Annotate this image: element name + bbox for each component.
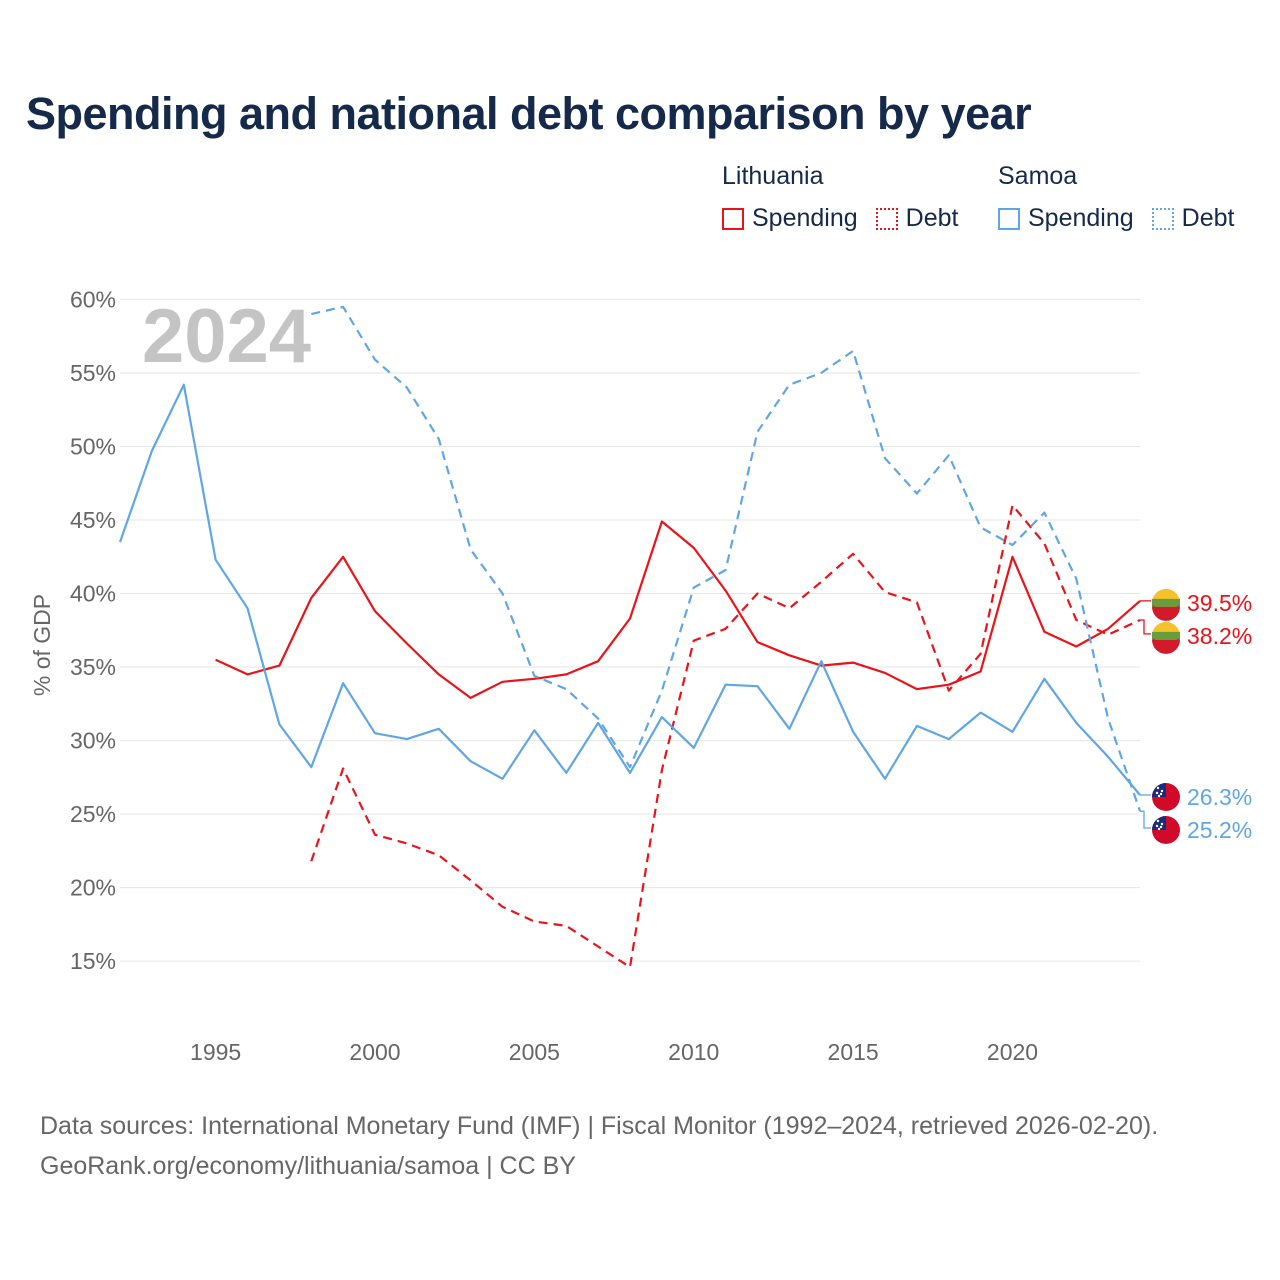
x-tick-label: 2010 [668, 1039, 719, 1065]
end-label: 39.5% [1187, 590, 1252, 616]
line-chart: 15% 20% 25% 30% 35% 40% 45% 50% 55% 60% 1995 2000 20… [29, 286, 1252, 1065]
flag-star [1160, 789, 1164, 793]
flag-stripe-green [1152, 598, 1180, 607]
end-label: 26.3% [1187, 784, 1252, 810]
legend-label: Spending [1028, 204, 1134, 232]
flag-canton [1152, 783, 1166, 797]
y-tick-label: 20% [70, 875, 116, 901]
y-tick-label: 15% [70, 948, 116, 974]
legend-samoa-title: Samoa [998, 162, 1078, 190]
y-tick-label: 30% [70, 728, 116, 754]
end-label-leader [1140, 619, 1151, 635]
series-line-lithuania-debt [310, 504, 1141, 969]
end-label: 25.2% [1187, 817, 1252, 843]
footer: Data sources: International Monetary Fun… [40, 1106, 1158, 1186]
series-line-samoa-debt [311, 305, 1142, 812]
y-tick-label: 60% [70, 286, 116, 312]
flag-star [1159, 825, 1163, 829]
flag-star [1156, 819, 1160, 823]
legend-label: Debt [1181, 204, 1235, 232]
x-tick-label: 2020 [987, 1039, 1038, 1065]
y-axis-title: % of GDP [29, 594, 55, 696]
legend-lithuania-title: Lithuania [722, 162, 824, 190]
legend-samoa: Samoa Spending Debt [998, 162, 1252, 233]
y-tick-label: 45% [70, 507, 116, 533]
y-tick-label: 25% [70, 801, 116, 827]
series-line-samoa-spending [118, 383, 1141, 796]
flag-canton [1152, 816, 1166, 830]
flag-star [1155, 824, 1159, 828]
flag-stripe-green [1152, 631, 1180, 640]
x-tick-label: 1995 [190, 1039, 241, 1065]
series-line-lithuania-spending [215, 520, 1141, 700]
flag-star [1159, 792, 1163, 796]
legend-lithuania: Lithuania Spending Debt [722, 162, 976, 233]
legend-samoa-spending[interactable]: Spending [998, 204, 1134, 233]
y-tick-label: 40% [70, 581, 116, 607]
legend-samoa-debt[interactable]: Debt [1151, 204, 1235, 233]
legend-label: Spending [752, 204, 858, 232]
flag-lower-red [1152, 637, 1180, 649]
legend-label: Debt [905, 204, 959, 232]
x-tick-label: 2000 [349, 1039, 400, 1065]
legend-swatch-dotted-icon [1151, 207, 1174, 230]
footer-sources: Data sources: International Monetary Fun… [40, 1112, 1159, 1140]
chart-title: Spending and national debt comparison by… [26, 88, 1032, 139]
legend-swatch-solid-icon [998, 207, 1020, 230]
legend-swatch-solid-icon [722, 207, 744, 230]
flag-star [1157, 794, 1161, 798]
end-label-leader [1140, 810, 1151, 829]
footer-attribution: GeoRank.org/economy/lithuania/samoa | CC… [40, 1152, 576, 1180]
legend-swatch-dotted-icon [875, 207, 898, 230]
x-tick-label: 2015 [828, 1039, 879, 1065]
flag-lower-red [1152, 604, 1180, 616]
flag-star [1157, 827, 1161, 831]
legend-lithuania-spending[interactable]: Spending [722, 204, 858, 233]
flag-star [1160, 822, 1164, 826]
legend-lithuania-debt[interactable]: Debt [875, 204, 959, 233]
y-tick-label: 50% [70, 433, 116, 459]
end-label: 38.2% [1187, 623, 1252, 649]
x-tick-label: 2005 [509, 1039, 560, 1065]
flag-star [1156, 786, 1160, 790]
y-tick-label: 35% [70, 654, 116, 680]
y-tick-label: 55% [70, 360, 116, 386]
year-watermark: 2024 [142, 294, 311, 379]
flag-star [1155, 791, 1159, 795]
